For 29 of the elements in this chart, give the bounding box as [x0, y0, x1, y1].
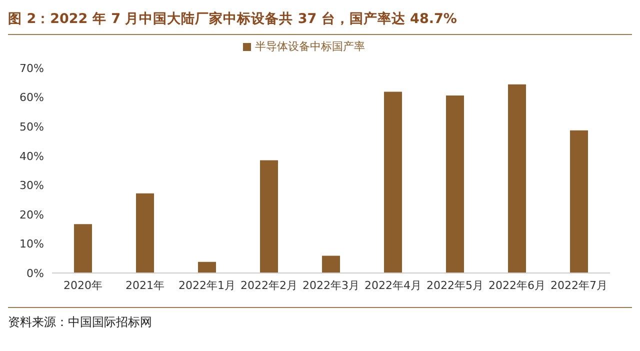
y-tick-label: 10% — [20, 238, 44, 251]
bar — [508, 84, 526, 273]
x-tick-label: 2020年 — [64, 278, 102, 292]
y-tick-label: 40% — [20, 150, 44, 163]
y-tick-label: 0% — [26, 266, 44, 280]
bar — [446, 96, 464, 273]
bar — [322, 256, 340, 273]
bar — [570, 130, 588, 273]
bar — [384, 92, 402, 273]
chart-title: 图 2：2022 年 7 月中国大陆厂家中标设备共 37 台，国产率达 48.7% — [8, 8, 632, 35]
x-tick-label: 2022年6月 — [488, 278, 546, 292]
bar — [136, 193, 154, 273]
legend-label: 半导体设备中标国产率 — [255, 40, 365, 53]
x-tick-label: 2022年4月 — [364, 278, 422, 292]
x-tick-label: 2022年3月 — [302, 278, 360, 292]
x-tick-label: 2022年5月 — [426, 278, 484, 292]
bar — [74, 224, 92, 273]
x-tick-label: 2022年1月 — [178, 278, 236, 292]
y-tick-label: 20% — [20, 208, 44, 222]
y-tick-label: 70% — [20, 62, 44, 75]
y-tick-label: 60% — [20, 91, 44, 104]
bar — [260, 160, 278, 273]
x-tick-label: 2021年 — [126, 278, 164, 292]
y-tick-label: 50% — [20, 120, 44, 134]
text: 资料来源：中国国际招标网 — [8, 314, 153, 331]
y-tick-label: 30% — [20, 179, 44, 192]
x-tick-label: 2022年2月 — [240, 278, 298, 292]
bar — [198, 262, 216, 273]
x-tick-label: 2022年7月 — [550, 278, 608, 292]
